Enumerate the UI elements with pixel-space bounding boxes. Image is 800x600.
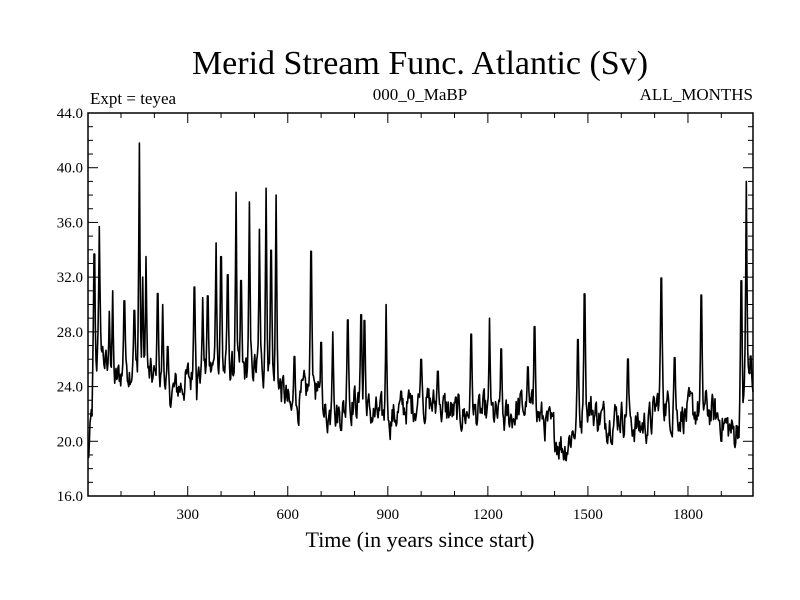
y-tick-label: 20.0 xyxy=(57,434,83,450)
y-tick-label: 36.0 xyxy=(57,215,83,231)
y-axis: 16.0 20.0 24.0 28.0 32.0 36.0 40.0 44.0 xyxy=(57,106,753,505)
x-tick-label: 1500 xyxy=(573,507,603,523)
chart-title: Merid Stream Func. Atlantic (Sv) xyxy=(192,45,648,82)
x-axis-label: Time (in years since start) xyxy=(306,527,535,552)
y-tick-label: 32.0 xyxy=(57,270,83,286)
x-tick-label: 1200 xyxy=(473,507,503,523)
y-tick-label: 44.0 xyxy=(57,106,83,122)
experiment-label: Expt = teyea xyxy=(90,89,177,108)
y-tick-label: 40.0 xyxy=(57,161,83,177)
x-axis: 300 600 900 1200 1500 1800 xyxy=(120,113,722,523)
x-tick-label: 900 xyxy=(377,507,400,523)
x-tick-label: 600 xyxy=(277,507,300,523)
series-line xyxy=(87,142,754,462)
y-tick-label: 24.0 xyxy=(57,380,83,396)
x-tick-label: 1800 xyxy=(673,507,703,523)
plot-frame xyxy=(87,112,754,497)
months-label: ALL_MONTHS xyxy=(640,85,753,104)
y-tick-label: 16.0 xyxy=(57,489,83,505)
y-tick-label: 28.0 xyxy=(57,325,83,341)
period-label: 000_0_MaBP xyxy=(373,85,467,104)
x-tick-label: 300 xyxy=(176,507,199,523)
